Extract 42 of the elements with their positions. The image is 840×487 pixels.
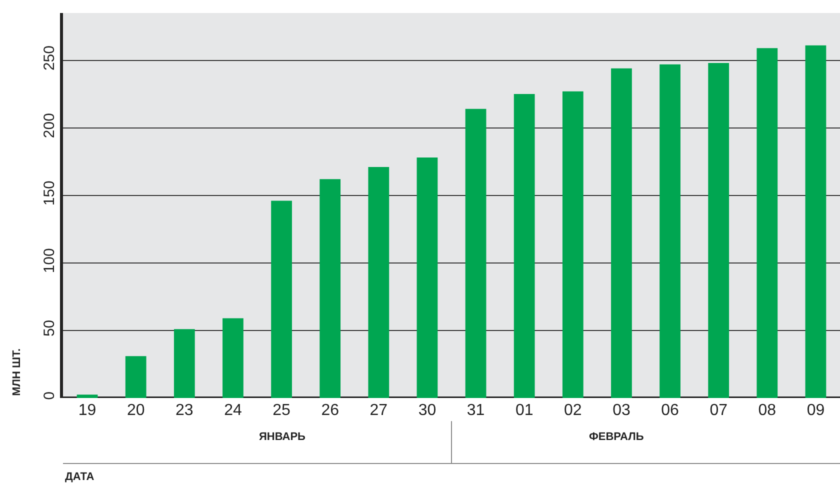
bar xyxy=(611,68,632,398)
y-tick-label: 250 xyxy=(41,46,58,71)
bar xyxy=(756,48,778,398)
x-tick-label: 19 xyxy=(78,402,96,419)
x-tick-label: 30 xyxy=(418,402,436,419)
text: ЯНВАРЬ xyxy=(259,431,306,443)
x-tick-label: 07 xyxy=(710,402,728,419)
x-tick-label: 24 xyxy=(224,402,242,419)
text: ДАТА xyxy=(65,471,94,483)
x-tick-label: 08 xyxy=(758,402,776,419)
x-tick-label: 27 xyxy=(370,402,388,419)
bar xyxy=(660,64,680,398)
x-tick-label: 25 xyxy=(272,402,291,419)
bar xyxy=(271,200,292,398)
y-tick-label: 200 xyxy=(41,113,58,138)
bar xyxy=(320,179,341,398)
x-tick-label: 20 xyxy=(126,402,145,419)
bar xyxy=(708,62,730,398)
y-tick-label: 0 xyxy=(41,392,58,400)
bar xyxy=(465,108,486,398)
x-tick-label: 23 xyxy=(176,402,194,419)
y-tick-label: 100 xyxy=(41,248,58,274)
x-tick-label: 02 xyxy=(564,402,582,419)
bar xyxy=(125,356,146,398)
x-tick-label: 31 xyxy=(466,402,485,419)
bar xyxy=(562,91,584,398)
x-tick-label: 06 xyxy=(661,402,680,419)
y-tick-label: 50 xyxy=(41,320,58,337)
bar xyxy=(416,158,438,398)
bar xyxy=(174,329,195,398)
x-tick-label: 01 xyxy=(515,402,534,419)
x-tick-label: 09 xyxy=(806,402,825,419)
x-tick-label: 26 xyxy=(321,402,340,419)
x-tick-label: 03 xyxy=(612,402,630,419)
bar xyxy=(222,318,244,398)
text: ФЕВРАЛЬ xyxy=(589,431,644,443)
bar xyxy=(76,394,98,398)
bar xyxy=(514,94,535,398)
y-tick-label: 150 xyxy=(41,180,58,206)
bar xyxy=(805,45,826,398)
y-axis-title: МЛН ШТ. xyxy=(10,348,23,396)
bar xyxy=(368,167,390,398)
